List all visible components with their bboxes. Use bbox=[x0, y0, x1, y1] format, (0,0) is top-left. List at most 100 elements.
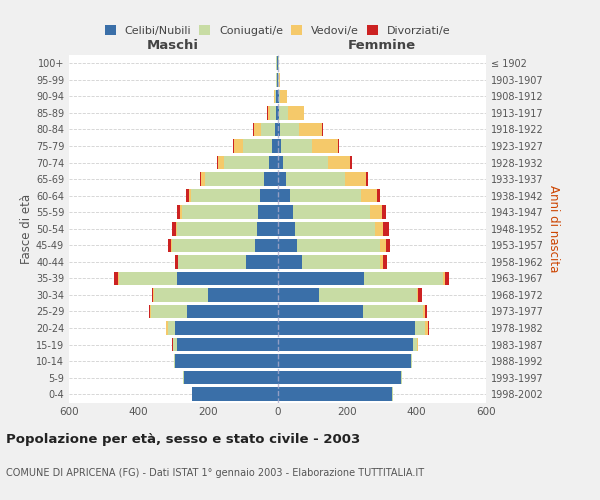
Bar bbox=[177, 222, 257, 235]
Bar bbox=[246, 255, 277, 268]
Bar bbox=[280, 90, 287, 103]
Bar bbox=[218, 156, 224, 170]
Bar bbox=[413, 338, 416, 351]
Bar bbox=[173, 338, 177, 351]
Bar bbox=[370, 206, 382, 219]
Bar bbox=[186, 189, 189, 202]
Bar bbox=[416, 288, 418, 302]
Text: Popolazione per età, sesso e stato civile - 2003: Popolazione per età, sesso e stato civil… bbox=[6, 432, 360, 446]
Bar bbox=[383, 255, 387, 268]
Bar bbox=[279, 73, 280, 86]
Legend: Celibi/Nubili, Coniugati/e, Vedovi/e, Divorziati/e: Celibi/Nubili, Coniugati/e, Vedovi/e, Di… bbox=[100, 20, 455, 40]
Bar bbox=[269, 106, 276, 120]
Bar bbox=[277, 388, 392, 401]
Bar bbox=[191, 388, 193, 401]
Bar bbox=[392, 388, 393, 401]
Bar bbox=[277, 255, 302, 268]
Bar bbox=[277, 106, 279, 120]
Bar bbox=[345, 172, 366, 186]
Bar bbox=[290, 189, 361, 202]
Bar bbox=[168, 238, 171, 252]
Bar bbox=[277, 272, 364, 285]
Bar bbox=[217, 156, 218, 170]
Bar bbox=[386, 238, 390, 252]
Bar bbox=[418, 288, 422, 302]
Bar bbox=[277, 322, 415, 335]
Bar bbox=[267, 106, 268, 120]
Bar bbox=[277, 288, 319, 302]
Bar bbox=[361, 189, 377, 202]
Bar bbox=[283, 156, 328, 170]
Bar bbox=[295, 222, 375, 235]
Bar bbox=[269, 156, 277, 170]
Bar bbox=[224, 156, 269, 170]
Bar bbox=[366, 172, 368, 186]
Bar bbox=[257, 222, 277, 235]
Bar bbox=[243, 139, 272, 153]
Text: Maschi: Maschi bbox=[147, 38, 199, 52]
Bar bbox=[114, 272, 118, 285]
Bar bbox=[293, 206, 370, 219]
Bar bbox=[277, 56, 278, 70]
Bar bbox=[380, 255, 383, 268]
Bar bbox=[180, 206, 182, 219]
Bar bbox=[119, 272, 177, 285]
Bar bbox=[166, 322, 168, 335]
Bar bbox=[383, 222, 389, 235]
Bar bbox=[278, 90, 280, 103]
Bar bbox=[171, 238, 172, 252]
Bar bbox=[175, 255, 178, 268]
Bar bbox=[272, 139, 277, 153]
Bar bbox=[118, 272, 119, 285]
Bar bbox=[268, 106, 269, 120]
Bar bbox=[154, 288, 208, 302]
Bar bbox=[277, 172, 286, 186]
Bar bbox=[201, 172, 205, 186]
Bar bbox=[277, 139, 281, 153]
Bar bbox=[281, 139, 312, 153]
Bar bbox=[277, 73, 278, 86]
Bar bbox=[428, 322, 429, 335]
Bar bbox=[328, 156, 350, 170]
Bar bbox=[380, 238, 386, 252]
Bar bbox=[277, 304, 362, 318]
Bar bbox=[277, 238, 296, 252]
Bar bbox=[277, 222, 295, 235]
Bar bbox=[338, 139, 340, 153]
Bar bbox=[261, 122, 275, 136]
Bar bbox=[191, 189, 260, 202]
Bar bbox=[152, 288, 154, 302]
Bar bbox=[149, 304, 150, 318]
Bar bbox=[280, 122, 299, 136]
Bar bbox=[234, 139, 243, 153]
Bar bbox=[151, 304, 187, 318]
Bar bbox=[183, 371, 184, 384]
Bar bbox=[172, 222, 176, 235]
Bar bbox=[178, 206, 180, 219]
Bar bbox=[274, 90, 275, 103]
Bar bbox=[350, 156, 352, 170]
Bar bbox=[277, 122, 280, 136]
Bar bbox=[276, 106, 277, 120]
Bar bbox=[312, 139, 338, 153]
Bar bbox=[277, 206, 293, 219]
Bar bbox=[279, 106, 288, 120]
Bar bbox=[443, 272, 445, 285]
Bar bbox=[382, 206, 386, 219]
Bar bbox=[411, 354, 412, 368]
Bar bbox=[255, 238, 277, 252]
Bar bbox=[286, 172, 345, 186]
Bar bbox=[277, 90, 278, 103]
Text: COMUNE DI APRICENA (FG) - Dati ISTAT 1° gennaio 2003 - Elaborazione TUTTITALIA.I: COMUNE DI APRICENA (FG) - Dati ISTAT 1° … bbox=[6, 468, 424, 477]
Bar bbox=[178, 255, 246, 268]
Bar bbox=[200, 172, 201, 186]
Bar bbox=[425, 322, 428, 335]
Bar bbox=[175, 354, 277, 368]
Bar bbox=[277, 354, 411, 368]
Bar bbox=[253, 122, 254, 136]
Bar bbox=[205, 172, 263, 186]
Bar bbox=[401, 371, 402, 384]
Bar bbox=[424, 304, 425, 318]
Bar bbox=[168, 322, 175, 335]
Bar bbox=[174, 354, 175, 368]
